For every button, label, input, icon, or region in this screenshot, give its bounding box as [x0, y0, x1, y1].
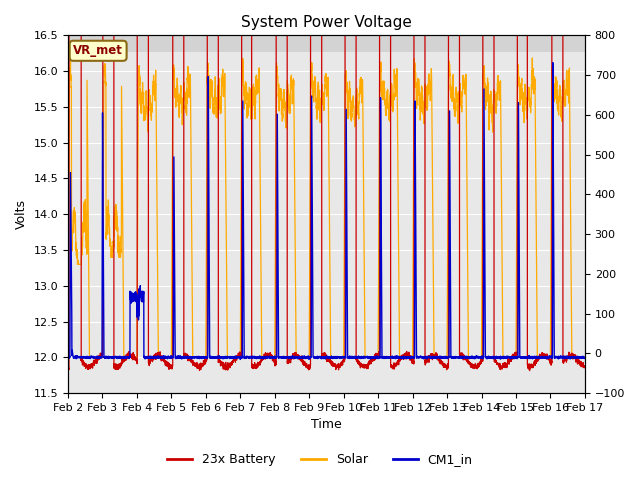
X-axis label: Time: Time	[311, 419, 342, 432]
Legend: 23x Battery, Solar, CM1_in: 23x Battery, Solar, CM1_in	[163, 448, 477, 471]
Text: VR_met: VR_met	[73, 44, 123, 57]
Bar	[68, 36, 585, 52]
Y-axis label: Volts: Volts	[15, 199, 28, 229]
Title: System Power Voltage: System Power Voltage	[241, 15, 412, 30]
